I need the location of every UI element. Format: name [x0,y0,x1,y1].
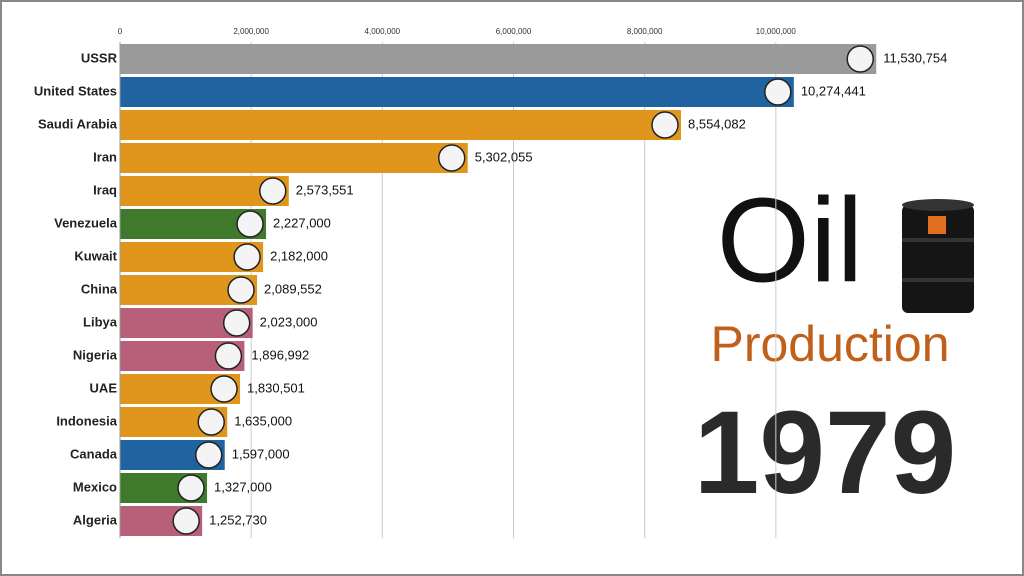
y-tick-label: Nigeria [73,347,118,362]
bar [120,44,877,74]
flag-icon [846,45,874,73]
value-label: 10,274,441 [801,83,866,98]
flag-icon [651,111,679,139]
y-tick-label: USSR [81,50,118,65]
x-tick-label: 4,000,000 [365,27,401,36]
flag-icon [222,309,251,337]
bar [120,77,794,107]
value-label: 2,182,000 [270,248,328,263]
flag-icon [437,144,466,172]
flag-icon [194,441,223,469]
value-label: 1,896,992 [251,347,309,362]
y-tick-label: Saudi Arabia [38,116,118,131]
value-label: 1,327,000 [214,479,272,494]
period-label: 1979 [694,387,957,519]
value-label: 2,023,000 [260,314,318,329]
y-tick-label: China [81,281,118,296]
x-tick-label: 10,000,000 [756,27,797,36]
y-tick-label: Libya [83,314,118,329]
y-tick-label: Venezuela [54,215,118,230]
x-tick-label: 6,000,000 [496,27,532,36]
x-tick-label: 2,000,000 [233,27,269,36]
y-tick-label: Iraq [93,182,117,197]
y-tick-label: Canada [70,446,118,461]
value-label: 2,089,552 [264,281,322,296]
flag-icon [236,210,264,238]
flag-icon [227,276,255,304]
value-label: 5,302,055 [475,149,533,164]
y-tick-label: Algeria [73,512,118,527]
value-label: 1,830,501 [247,380,305,395]
oil-barrel [902,199,974,313]
flag-icon [214,342,243,370]
y-tick-label: United States [34,83,117,98]
x-tick-label: 0 [118,27,123,36]
y-tick-label: Kuwait [74,248,117,263]
chart-subtitle: Production [710,316,949,372]
chart-title: Oil [717,174,864,308]
value-label: 8,554,082 [688,116,746,131]
y-tick-label: Indonesia [56,413,117,428]
flag-icon [172,507,200,535]
bar [120,143,468,173]
flag-icon [233,243,261,271]
y-tick-label: Mexico [73,479,117,494]
value-label: 2,573,551 [296,182,354,197]
flag-icon [764,78,792,106]
value-label: 1,597,000 [232,446,290,461]
value-label: 11,530,754 [883,50,947,65]
value-label: 1,635,000 [234,413,292,428]
x-tick-label: 8,000,000 [627,27,663,36]
flag-icon [197,408,225,436]
y-tick-label: Iran [93,149,117,164]
flag-icon [210,375,238,403]
flag-icon [259,177,287,205]
bar [120,110,682,140]
y-tick-label: UAE [90,380,118,395]
value-label: 1,252,730 [209,512,267,527]
value-label: 2,227,000 [273,215,331,230]
flag-icon [177,474,205,502]
